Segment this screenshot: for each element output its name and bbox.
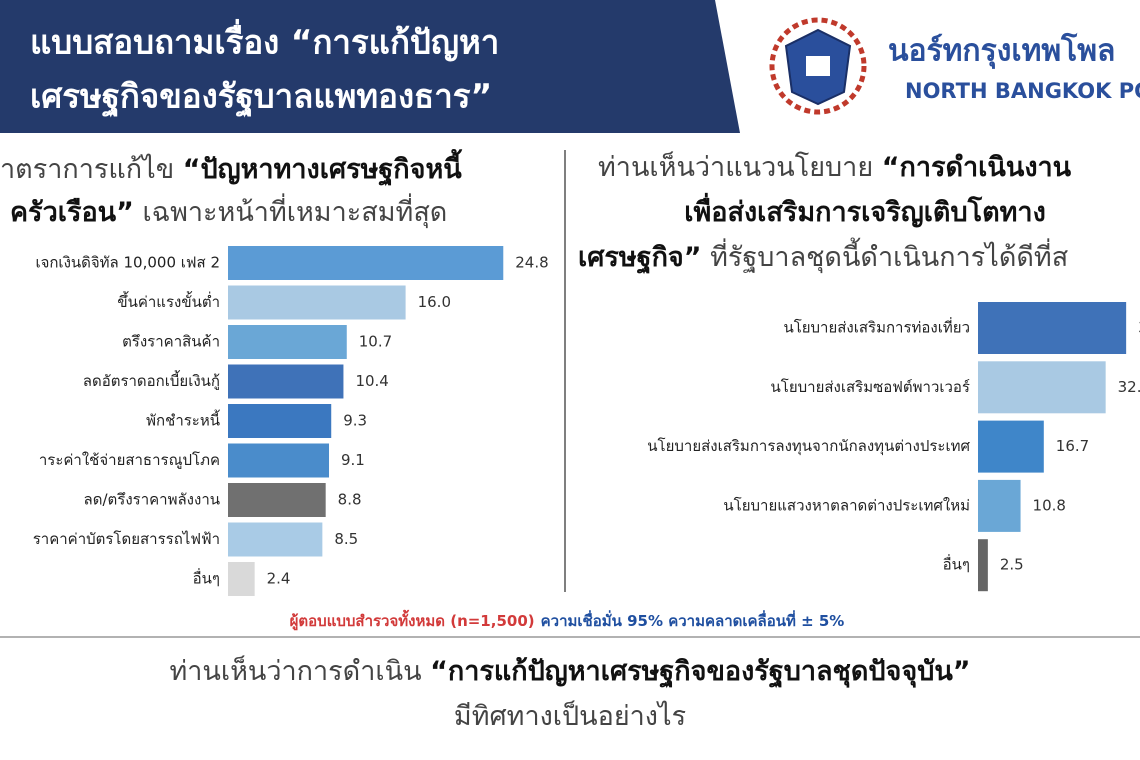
bar <box>228 325 347 359</box>
note-sample: ผู้ตอบแบบสำรวจทั้งหมด (n=1,500) <box>290 609 535 631</box>
value-label: 2.4 <box>267 570 291 588</box>
category-label: พักชำระหนี้ <box>146 410 220 430</box>
bar <box>228 483 326 517</box>
heading-segment: ครัวเรือน” <box>10 197 134 228</box>
category-label: ตรึงราคาสินค้า <box>122 333 220 351</box>
heading-segment: เศรษฐกิจ” <box>578 242 701 275</box>
heading-segment: “ปัญหาทางเศรษฐกิจหนี้ <box>183 148 463 187</box>
category-label: อื่นๆ <box>943 554 970 574</box>
value-label: 8.5 <box>334 530 358 548</box>
logo <box>769 17 867 115</box>
bar <box>228 285 406 320</box>
heading-segment: “การดำเนินงาน <box>882 152 1072 183</box>
value-label: 10.4 <box>355 372 388 390</box>
header-title: แบบสอบถามเรื่อง “การแก้ปัญหา <box>30 19 499 62</box>
bar <box>978 479 1021 532</box>
bar <box>228 443 330 478</box>
heading-segment: มีทิศทางเป็นอย่างไร <box>454 698 686 732</box>
category-label: ลดอัตราดอกเบี้ยเงินกู้ <box>83 370 220 390</box>
value-label: 10.7 <box>359 333 392 351</box>
header-title: เศรษฐกิจของรัฐบาลแพทองธาร” <box>30 77 492 118</box>
heading-segment: เพื่อส่งเสริมการเจริญเติบโตทาง <box>684 192 1046 228</box>
value-label: 9.1 <box>341 451 365 469</box>
bar <box>228 562 255 596</box>
header-band <box>0 0 740 133</box>
bar <box>978 539 988 592</box>
value-label: 37.6 <box>1138 319 1140 337</box>
heading-line: เพื่อส่งเสริมการเจริญเติบโตทาง <box>684 192 1046 228</box>
bar <box>978 361 1106 414</box>
category-label: ลด/ตรึงราคาพลังงาน <box>84 491 220 509</box>
category-label: นโยบายส่งเสริมซอฟต์พาวเวอร์ <box>771 378 970 396</box>
note-confidence: ความเชื่อมั่น 95% ความคลาดเคลื่อนที่ ± 5… <box>541 610 845 630</box>
category-label: เจกเงินดิจิทัล 10,000 เฟส 2 <box>35 254 220 272</box>
category-label: อื่นๆ <box>193 568 220 588</box>
value-label: 2.5 <box>1000 556 1024 574</box>
category-label: ราคาค่าบัตรโดยสารรถไฟฟ้า <box>33 530 220 548</box>
heading-line: เศรษฐกิจ” ที่รัฐบาลชุดนี้ดำเนินการได้ดีท… <box>578 237 1068 275</box>
bar <box>228 246 504 280</box>
heading-line: มีทิศทางเป็นอย่างไร <box>454 698 686 732</box>
category-label: นโยบายแสวงหาตลาดต่างประเทศใหม่ <box>723 496 970 514</box>
logo-name-en: NORTH BANGKOK POLL <box>905 79 1140 103</box>
category-label: นโยบายส่งเสริมการลงทุนจากนักลงทุนต่างประ… <box>647 437 970 456</box>
value-label: 10.8 <box>1033 496 1066 514</box>
category-label: าระค่าใช้จ่ายสาธารณูปโภค <box>39 451 220 469</box>
category-label: ขึ้นค่าแรงขั้นต่ำ <box>117 291 220 311</box>
value-label: 16.7 <box>1056 437 1089 455</box>
value-label: 9.3 <box>343 412 367 430</box>
category-label: นโยบายส่งเสริมการท่องเที่ยว <box>783 317 970 337</box>
heading-segment: ที่รัฐบาลชุดนี้ดำเนินการได้ดีที่ส <box>701 237 1068 274</box>
heading-line: ท่านเห็นว่าแนวนโยบาย “การดำเนินงาน <box>598 149 1072 183</box>
value-label: 32.4 <box>1118 378 1140 396</box>
value-label: 8.8 <box>338 491 362 509</box>
heading-segment: ท่านเห็นว่าการดำเนิน <box>169 653 430 687</box>
bar <box>228 404 332 438</box>
bar <box>978 420 1044 473</box>
logo-name: นอร์ทกรุงเทพโพล <box>888 32 1115 70</box>
bar <box>228 364 344 399</box>
bar <box>228 522 323 557</box>
heading-line: ครัวเรือน” เฉพาะหน้าที่เหมาะสมที่สุด <box>10 193 447 229</box>
heading-segment: เฉพาะหน้าที่เหมาะสมที่สุด <box>134 193 447 229</box>
heading-segment: ท่านเห็นว่าแนวนโยบาย <box>598 149 882 183</box>
value-label: 16.0 <box>418 293 451 311</box>
bar <box>978 302 1127 354</box>
heading-line: ท่านเห็นว่าการดำเนิน “การแก้ปัญหาเศรษฐกิ… <box>169 653 970 689</box>
value-label: 24.8 <box>515 254 548 272</box>
heading-segment: “การแก้ปัญหาเศรษฐกิจของรัฐบาลชุดปัจจุบัน… <box>430 656 970 689</box>
heading-line: าตราการแก้ไข “ปัญหาทางเศรษฐกิจหนี้ <box>0 148 463 187</box>
note: ผู้ตอบแบบสำรวจทั้งหมด (n=1,500) ความเชื่อ… <box>290 609 845 631</box>
heading-segment: าตราการแก้ไข <box>0 154 183 185</box>
